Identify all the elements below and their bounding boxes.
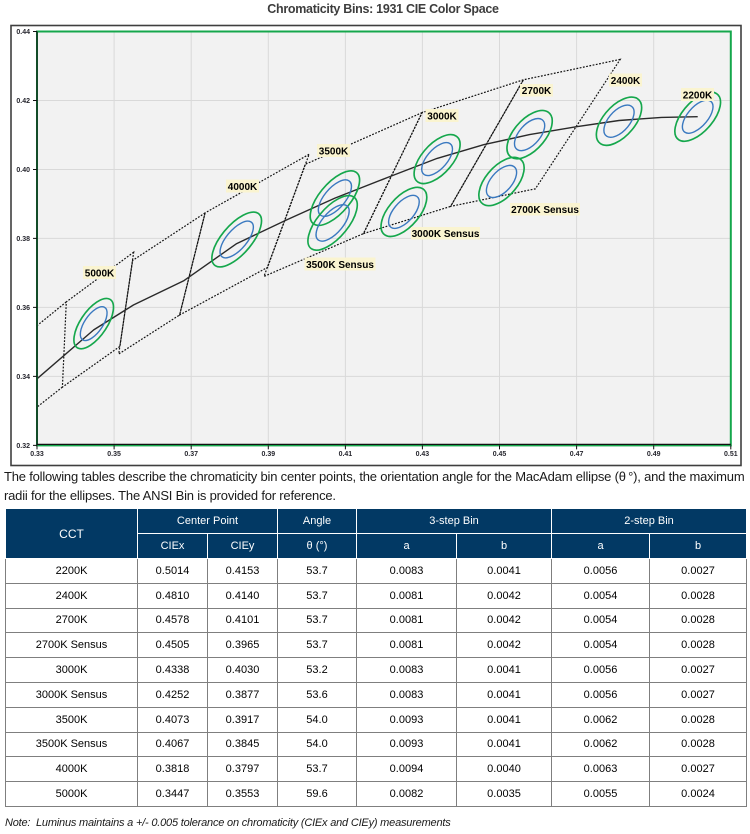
svg-text:4000K: 4000K: [228, 182, 258, 193]
svg-text:0.39: 0.39: [261, 451, 275, 458]
svg-text:0.38: 0.38: [16, 236, 30, 243]
svg-text:0.51: 0.51: [724, 451, 738, 458]
svg-text:3000K: 3000K: [427, 111, 457, 122]
svg-text:0.37: 0.37: [184, 451, 198, 458]
svg-text:2700K Sensus: 2700K Sensus: [511, 205, 579, 216]
svg-text:0.34: 0.34: [16, 374, 30, 381]
svg-text:2700K: 2700K: [522, 86, 552, 97]
svg-text:2200K: 2200K: [683, 90, 713, 101]
svg-text:2400K: 2400K: [611, 76, 641, 87]
svg-text:0.40: 0.40: [16, 167, 30, 174]
svg-text:0.35: 0.35: [107, 451, 121, 458]
svg-text:3000K Sensus: 3000K Sensus: [412, 229, 480, 240]
svg-text:0.44: 0.44: [16, 29, 30, 36]
svg-text:0.45: 0.45: [493, 451, 507, 458]
svg-text:0.47: 0.47: [570, 451, 584, 458]
svg-text:3500K Sensus: 3500K Sensus: [306, 260, 374, 271]
svg-text:0.42: 0.42: [16, 98, 30, 105]
svg-text:0.43: 0.43: [416, 451, 430, 458]
svg-text:3500K: 3500K: [319, 146, 349, 157]
svg-text:0.41: 0.41: [339, 451, 353, 458]
svg-text:5000K: 5000K: [85, 268, 115, 279]
svg-text:0.33: 0.33: [30, 451, 44, 458]
svg-text:0.32: 0.32: [16, 443, 30, 450]
svg-text:0.49: 0.49: [647, 451, 661, 458]
svg-text:0.36: 0.36: [16, 305, 30, 312]
